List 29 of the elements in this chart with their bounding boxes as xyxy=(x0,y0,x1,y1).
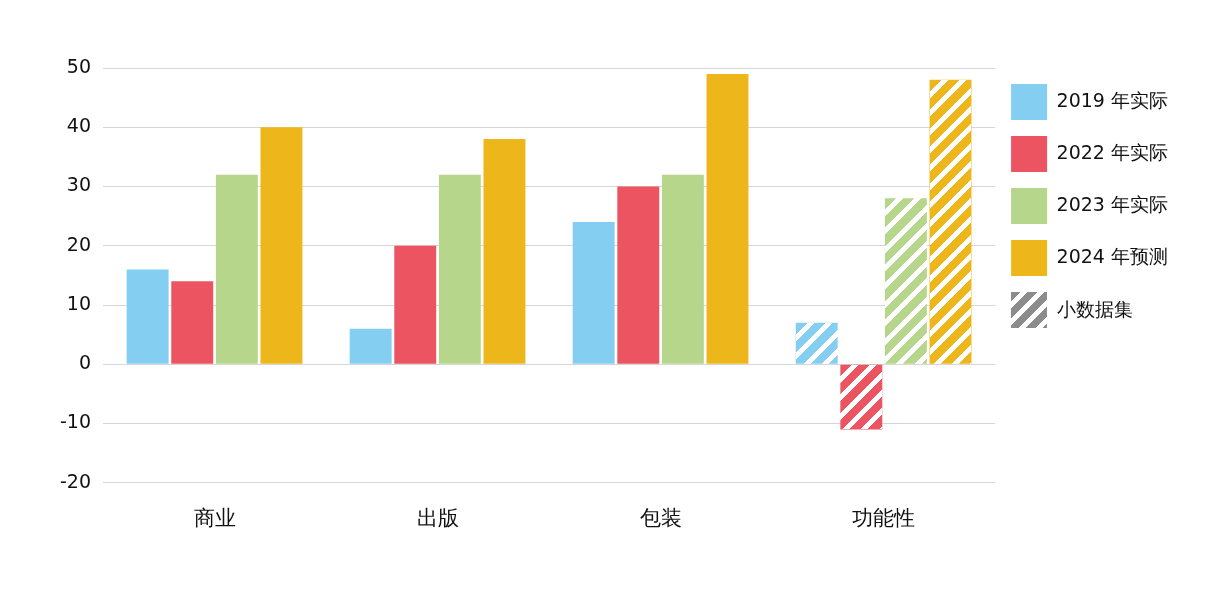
legend-label: 2023 年实际 xyxy=(1056,192,1169,215)
bar xyxy=(572,222,615,364)
y-tick-label: 10 xyxy=(66,291,92,314)
bar xyxy=(349,328,392,364)
bar xyxy=(661,174,704,364)
bar xyxy=(260,127,303,364)
text: 小数据集 xyxy=(1057,297,1134,322)
x-tick-label: 出版 xyxy=(416,505,459,530)
bar xyxy=(483,139,526,364)
y-tick-label: 40 xyxy=(66,114,92,137)
legend-label: 2022 年实际 xyxy=(1056,140,1169,163)
x-tick-label: 包装 xyxy=(639,505,682,530)
bar xyxy=(438,174,481,364)
y-tick-label: 0 xyxy=(78,351,92,374)
legend-label: 2024 年预测 xyxy=(1056,244,1169,267)
y-tick-label: 50 xyxy=(66,54,92,77)
x-tick-label: 功能性 xyxy=(852,505,916,530)
bar xyxy=(171,281,214,364)
y-tick-label: -10 xyxy=(59,410,92,433)
bar xyxy=(617,186,660,364)
y-tick-label: 20 xyxy=(66,232,92,255)
bar xyxy=(394,245,437,364)
bar xyxy=(706,73,749,364)
y-tick-label: 30 xyxy=(66,173,92,196)
bar xyxy=(215,174,258,364)
x-tick-label: 商业 xyxy=(193,505,236,530)
bar xyxy=(126,269,169,364)
legend-label: 2019 年实际 xyxy=(1056,88,1169,111)
y-tick-label: -20 xyxy=(59,469,92,492)
